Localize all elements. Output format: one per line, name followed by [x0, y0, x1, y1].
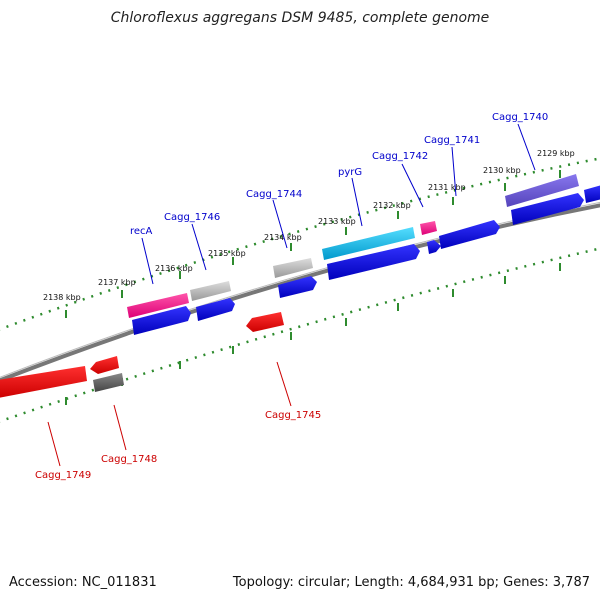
gene-label-cagg1740[interactable]: Cagg_1740: [492, 112, 548, 123]
tick-label-2132: 2132 kbp: [373, 201, 411, 210]
gene-cagg1748[interactable]: [93, 373, 124, 392]
gene-label-pyrG[interactable]: pyrG: [338, 167, 362, 178]
cds-cagg1741[interactable]: [439, 220, 500, 249]
tick-label-2138: 2138 kbp: [43, 293, 81, 302]
cds-pyrG[interactable]: [327, 244, 420, 280]
reverse-gene-track: [0, 312, 284, 398]
gene-recA[interactable]: [127, 293, 189, 318]
tick-label-2136: 2136 kbp: [155, 264, 193, 273]
gene-label-recA[interactable]: recA: [130, 226, 153, 237]
reverse-label-leaders: [47, 361, 292, 467]
tick-label-2137: 2137 kbp: [98, 278, 136, 287]
gene-label-cagg1742[interactable]: Cagg_1742: [372, 151, 428, 162]
cds-cagg1744[interactable]: [278, 276, 317, 298]
tick-label-2130: 2130 kbp: [483, 166, 521, 175]
gene-label-cagg1746[interactable]: Cagg_1746: [164, 212, 220, 223]
cds-offscreen[interactable]: [584, 185, 600, 203]
gene-cagg1744[interactable]: [273, 258, 313, 278]
gene-label-cagg1745[interactable]: Cagg_1745: [265, 410, 321, 421]
upper-tick-track: [0, 157, 600, 331]
cds-cagg1746[interactable]: [196, 298, 235, 321]
lower-tick-track: [0, 247, 600, 423]
gene-label-cagg1744[interactable]: Cagg_1744: [246, 189, 302, 200]
tick-label-2135: 2135 kbp: [208, 249, 246, 258]
gene-cagg1746[interactable]: [190, 281, 231, 301]
gene-cagg1742[interactable]: [420, 221, 437, 235]
gene-cagg1740[interactable]: [505, 174, 579, 207]
tick-label-2133: 2133 kbp: [318, 217, 356, 226]
gene-label-cagg1748[interactable]: Cagg_1748: [101, 454, 157, 465]
map-title: Chloroflexus aggregans DSM 9485, complet…: [111, 10, 490, 26]
gene-label-cagg1749[interactable]: Cagg_1749: [35, 470, 91, 481]
cds-cagg1745[interactable]: [246, 312, 284, 332]
tick-label-2129: 2129 kbp: [537, 149, 575, 158]
cds-cagg1740[interactable]: [511, 193, 584, 225]
forward-gene-track: [127, 174, 579, 318]
tick-label-2131: 2131 kbp: [428, 183, 466, 192]
cds-cagg1742[interactable]: [427, 240, 441, 254]
tick-label-2134: 2134 kbp: [264, 233, 302, 242]
cds-cagg1749[interactable]: [0, 366, 87, 398]
forward-label-leaders: [141, 123, 536, 285]
accession-text: Accession: NC_011831: [9, 575, 157, 590]
topology-text: Topology: circular; Length: 4,684,931 bp…: [232, 575, 590, 590]
cds-recA[interactable]: [132, 306, 191, 335]
forward-cds-track: [132, 185, 600, 335]
gene-pyrG[interactable]: [322, 227, 415, 260]
gene-label-cagg1741[interactable]: Cagg_1741: [424, 135, 480, 146]
upper-major-ticks: [65, 170, 561, 318]
cds-cagg1748[interactable]: [90, 356, 119, 374]
